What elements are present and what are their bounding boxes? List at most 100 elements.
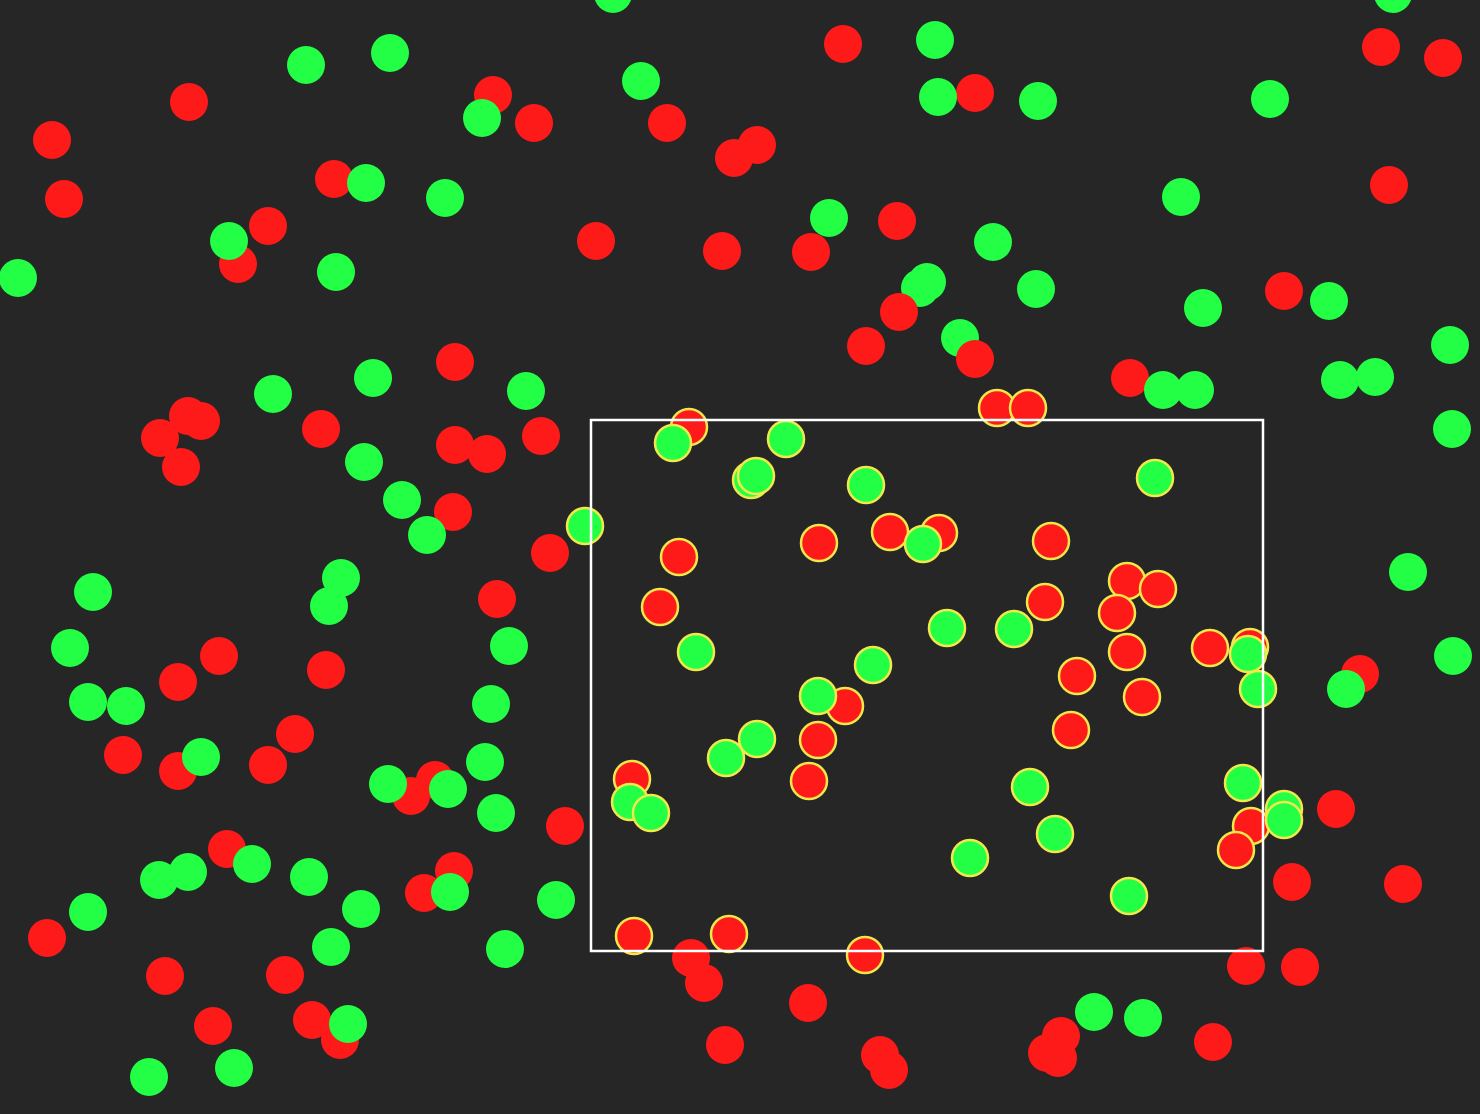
green-dot[interactable] <box>408 516 446 554</box>
green-dot[interactable] <box>317 253 355 291</box>
green-dot[interactable] <box>974 223 1012 261</box>
red-dot[interactable] <box>249 207 287 245</box>
selected-green-dot[interactable] <box>1109 876 1149 916</box>
red-dot[interactable] <box>146 957 184 995</box>
red-dot[interactable] <box>648 104 686 142</box>
green-dot[interactable] <box>312 928 350 966</box>
selected-green-dot[interactable] <box>1223 763 1263 803</box>
selected-red-dot[interactable] <box>1025 582 1065 622</box>
selected-green-dot[interactable] <box>676 632 716 672</box>
red-dot[interactable] <box>170 83 208 121</box>
red-dot[interactable] <box>546 807 584 845</box>
red-dot[interactable] <box>880 293 918 331</box>
green-dot[interactable] <box>0 259 37 297</box>
green-dot[interactable] <box>1321 361 1359 399</box>
selected-red-dot[interactable] <box>845 935 885 975</box>
selected-green-dot[interactable] <box>1228 634 1268 674</box>
selected-green-dot[interactable] <box>853 645 893 685</box>
red-dot[interactable] <box>104 736 142 774</box>
red-dot[interactable] <box>715 139 753 177</box>
green-dot[interactable] <box>1184 289 1222 327</box>
red-dot[interactable] <box>515 104 553 142</box>
green-dot[interactable] <box>1075 993 1113 1031</box>
selected-green-dot[interactable] <box>565 506 605 546</box>
green-dot[interactable] <box>472 685 510 723</box>
green-dot[interactable] <box>426 179 464 217</box>
green-dot[interactable] <box>74 573 112 611</box>
red-dot[interactable] <box>956 340 994 378</box>
red-dot[interactable] <box>434 493 472 531</box>
green-dot[interactable] <box>107 687 145 725</box>
green-dot[interactable] <box>1310 282 1348 320</box>
red-dot[interactable] <box>182 402 220 440</box>
red-dot[interactable] <box>1273 863 1311 901</box>
green-dot[interactable] <box>69 683 107 721</box>
selected-red-dot[interactable] <box>1031 521 1071 561</box>
selected-green-dot[interactable] <box>1264 800 1304 840</box>
red-dot[interactable] <box>878 202 916 240</box>
green-dot[interactable] <box>810 199 848 237</box>
red-dot[interactable] <box>1384 865 1422 903</box>
selected-red-dot[interactable] <box>1107 632 1147 672</box>
selected-green-dot[interactable] <box>1135 458 1175 498</box>
red-dot[interactable] <box>302 410 340 448</box>
red-dot[interactable] <box>28 919 66 957</box>
green-dot[interactable] <box>490 627 528 665</box>
green-dot[interactable] <box>1356 358 1394 396</box>
selected-green-dot[interactable] <box>1010 767 1050 807</box>
red-dot[interactable] <box>1265 272 1303 310</box>
red-dot[interactable] <box>870 1051 908 1089</box>
green-dot[interactable] <box>916 21 954 59</box>
selected-green-dot[interactable] <box>706 738 746 778</box>
selected-green-dot[interactable] <box>903 524 943 564</box>
green-dot[interactable] <box>233 845 271 883</box>
green-dot[interactable] <box>486 930 524 968</box>
red-dot[interactable] <box>478 580 516 618</box>
green-dot[interactable] <box>329 1005 367 1043</box>
red-dot[interactable] <box>315 160 353 198</box>
selected-red-dot[interactable] <box>659 537 699 577</box>
selected-red-dot[interactable] <box>1051 710 1091 750</box>
green-dot[interactable] <box>1017 270 1055 308</box>
red-dot[interactable] <box>162 448 200 486</box>
red-dot[interactable] <box>792 233 830 271</box>
selected-green-dot[interactable] <box>950 838 990 878</box>
green-dot[interactable] <box>431 873 469 911</box>
red-dot[interactable] <box>531 534 569 572</box>
green-dot[interactable] <box>347 164 385 202</box>
red-dot[interactable] <box>1362 28 1400 66</box>
selected-green-dot[interactable] <box>798 676 838 716</box>
red-dot[interactable] <box>159 663 197 701</box>
green-dot[interactable] <box>1434 637 1472 675</box>
red-dot[interactable] <box>1039 1039 1077 1077</box>
green-dot[interactable] <box>1251 80 1289 118</box>
selected-red-dot[interactable] <box>1097 593 1137 633</box>
red-dot[interactable] <box>293 1001 331 1039</box>
selected-red-dot[interactable] <box>1057 656 1097 696</box>
red-dot[interactable] <box>703 232 741 270</box>
red-dot[interactable] <box>249 746 287 784</box>
red-dot[interactable] <box>956 74 994 112</box>
red-dot[interactable] <box>141 419 179 457</box>
selected-red-dot[interactable] <box>614 916 654 956</box>
red-dot[interactable] <box>194 1007 232 1045</box>
red-dot[interactable] <box>1370 166 1408 204</box>
green-dot[interactable] <box>210 222 248 260</box>
selected-red-dot[interactable] <box>799 523 839 563</box>
green-dot[interactable] <box>537 881 575 919</box>
red-dot[interactable] <box>45 180 83 218</box>
selected-green-dot[interactable] <box>736 456 776 496</box>
green-dot[interactable] <box>1019 82 1057 120</box>
red-dot[interactable] <box>789 984 827 1022</box>
green-dot[interactable] <box>1327 670 1365 708</box>
red-dot[interactable] <box>847 327 885 365</box>
green-dot[interactable] <box>1433 410 1471 448</box>
green-dot[interactable] <box>290 858 328 896</box>
selected-red-dot[interactable] <box>1216 830 1256 870</box>
green-dot[interactable] <box>1176 371 1214 409</box>
green-dot[interactable] <box>140 861 178 899</box>
green-dot[interactable] <box>1374 0 1412 13</box>
red-dot[interactable] <box>685 964 723 1002</box>
green-dot[interactable] <box>1389 553 1427 591</box>
